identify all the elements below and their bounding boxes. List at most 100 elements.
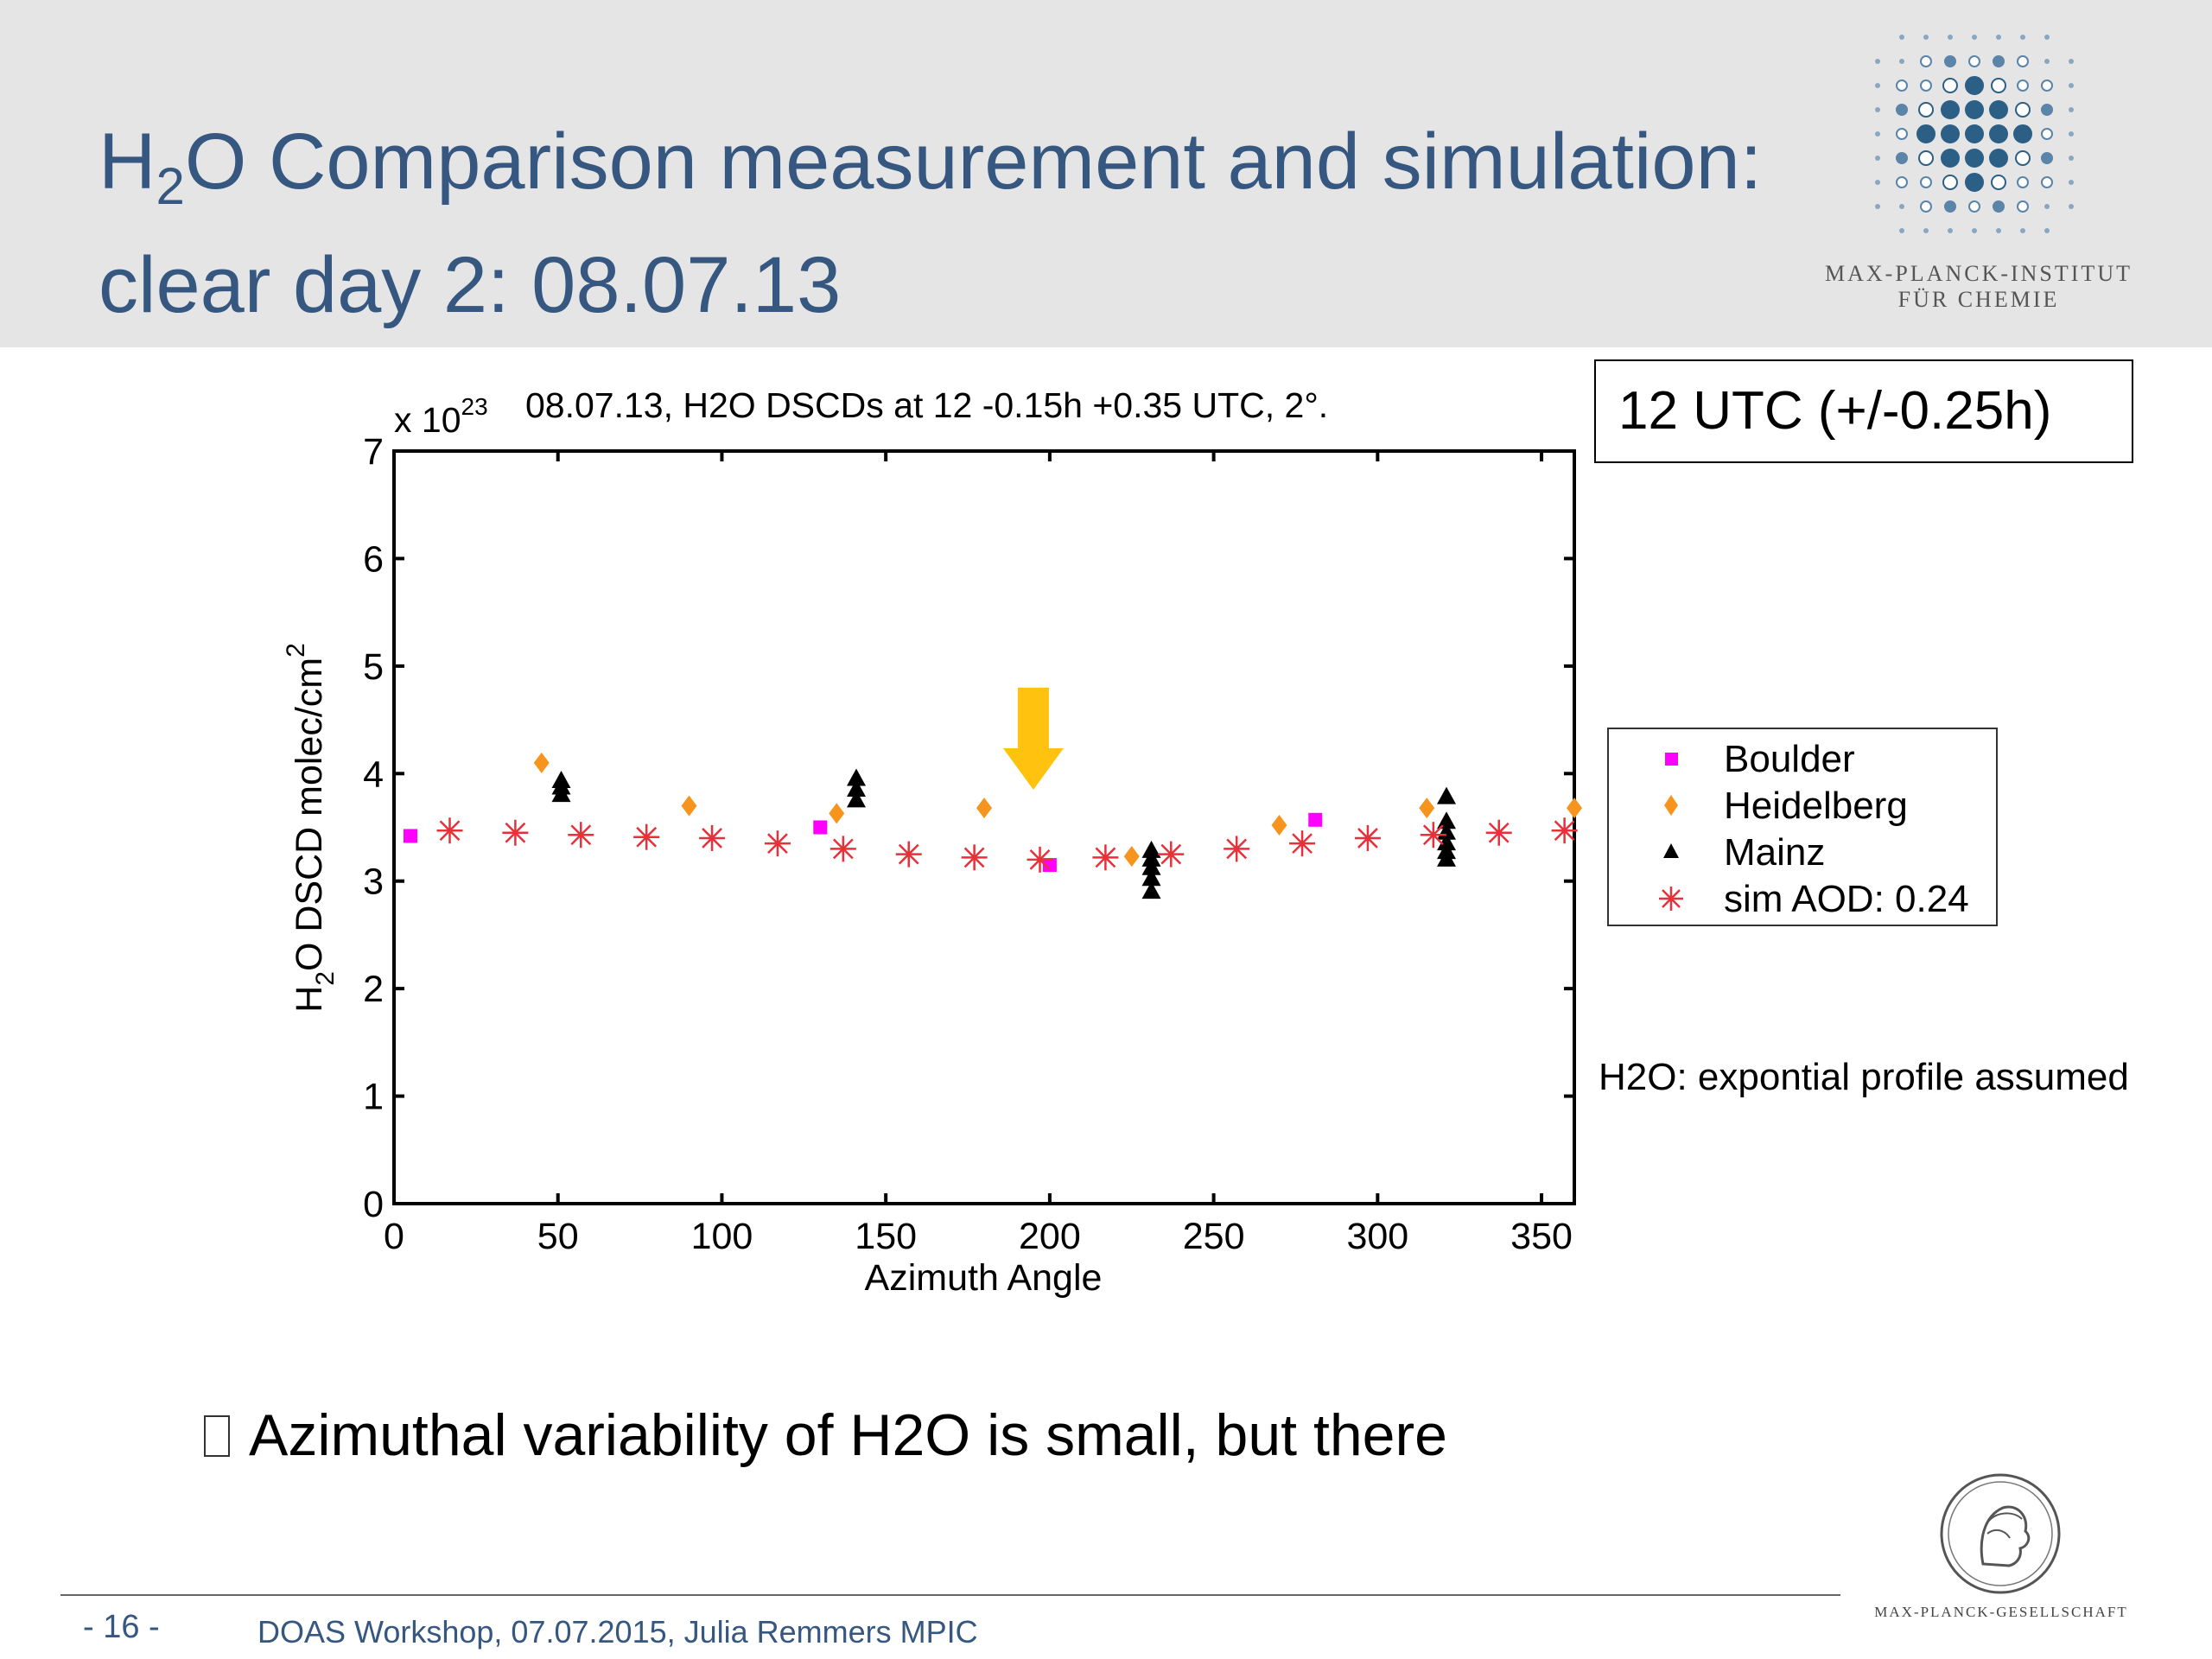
logo-dot bbox=[1875, 59, 1880, 64]
minerva-seal-icon bbox=[1940, 1473, 2061, 1594]
sim-point bbox=[1485, 819, 1512, 846]
logo-dot bbox=[2020, 35, 2025, 40]
x-tick-label: 50 bbox=[537, 1216, 579, 1257]
heidelberg-point bbox=[976, 798, 992, 819]
legend-label: sim AOD: 0.24 bbox=[1724, 878, 1969, 920]
series-mainz bbox=[551, 768, 1457, 899]
chart-title: 08.07.13, H2O DSCDs at 12 -0.15h +0.35 U… bbox=[525, 385, 1328, 425]
title-line-2: clear day 2: 08.07.13 bbox=[99, 241, 842, 329]
logo-dot bbox=[1875, 131, 1880, 137]
legend-item-sim: sim AOD: 0.24 bbox=[1609, 878, 1998, 925]
heidelberg-point bbox=[1567, 798, 1582, 819]
logo-dot bbox=[1991, 175, 2006, 190]
plot-frame bbox=[392, 449, 1576, 1205]
logo-dot bbox=[2013, 124, 2032, 143]
logo-dot bbox=[1875, 204, 1880, 209]
logo-dot bbox=[1918, 102, 1934, 118]
logo-dot bbox=[1896, 176, 1908, 188]
logo-dot bbox=[1875, 83, 1880, 88]
logo-dot bbox=[2041, 152, 2053, 164]
logo-dot bbox=[1965, 173, 1984, 192]
sim-point bbox=[1092, 844, 1119, 871]
logo-dot bbox=[1920, 79, 1932, 92]
logo-dot bbox=[1948, 35, 1953, 40]
sim-point bbox=[699, 824, 726, 851]
series-sim-aod-0-24 bbox=[436, 817, 1578, 873]
logo-dot bbox=[1899, 35, 1904, 40]
mainz-point bbox=[1437, 786, 1457, 804]
y-tick-label: 3 bbox=[363, 861, 384, 903]
logo-dot bbox=[1993, 200, 2005, 213]
utc-time-box: 12 UTC (+/-0.25h) bbox=[1594, 359, 2133, 463]
logo-dot bbox=[2069, 107, 2074, 112]
logo-dot bbox=[2015, 102, 2031, 118]
footer-caption: DOAS Workshop, 07.07.2015, Julia Remmers… bbox=[257, 1614, 978, 1649]
logo-dot bbox=[1875, 180, 1880, 185]
logo-dot bbox=[1965, 124, 1984, 143]
logo-dot bbox=[2069, 83, 2074, 88]
sim-point bbox=[1289, 830, 1316, 857]
logo-dot bbox=[1965, 149, 1984, 168]
sim-point bbox=[895, 841, 922, 868]
sim-point bbox=[502, 819, 529, 846]
x-tick-label: 250 bbox=[1183, 1216, 1245, 1257]
logo-dot bbox=[1923, 35, 1929, 40]
footer-divider bbox=[60, 1594, 1840, 1596]
mainz-point bbox=[1141, 881, 1161, 899]
title-rest: O Comparison measurement and simulation: bbox=[184, 118, 1763, 206]
mainz-point bbox=[1141, 840, 1161, 858]
logo-dot bbox=[1899, 59, 1904, 64]
legend-item-mainz: Mainz bbox=[1609, 831, 1998, 878]
logo-dot bbox=[1996, 228, 2001, 233]
logo-dot bbox=[1989, 149, 2008, 168]
logo-dot bbox=[1989, 124, 2008, 143]
logo-dot bbox=[1896, 79, 1908, 92]
sim-point bbox=[764, 830, 791, 857]
institute-line-2: FÜR CHEMIE bbox=[1897, 287, 2060, 312]
profile-note: H2O: expontial profile assumed bbox=[1599, 1056, 2129, 1098]
asterisk-marker-icon bbox=[1659, 887, 1683, 911]
logo-dot bbox=[1942, 175, 1958, 190]
logo-dot bbox=[2044, 35, 2050, 40]
bullet-point: Azimuthal variability of H2O is small, b… bbox=[204, 1402, 1447, 1469]
y-scale-multiplier: x 1023 bbox=[394, 393, 488, 440]
boulder-point bbox=[403, 829, 417, 843]
logo-dot bbox=[1920, 200, 1932, 213]
logo-dot bbox=[2069, 204, 2074, 209]
heidelberg-point bbox=[1123, 846, 1140, 868]
legend-label: Heidelberg bbox=[1724, 785, 1908, 827]
logo-dot bbox=[1965, 76, 1984, 95]
institute-line-1: MAX-PLANCK-INSTITUT bbox=[1825, 261, 2133, 286]
boulder-point bbox=[1308, 812, 1323, 827]
mainz-point bbox=[1141, 868, 1161, 887]
sim-point bbox=[436, 817, 463, 844]
logo-dot bbox=[2069, 59, 2074, 64]
boulder-point bbox=[813, 820, 828, 835]
bullet-text: Azimuthal variability of H2O is small, b… bbox=[249, 1402, 1447, 1468]
sim-point bbox=[1420, 822, 1446, 849]
x-axis-label: Azimuth Angle bbox=[865, 1257, 1103, 1299]
logo-dot bbox=[2041, 128, 2053, 140]
series-heidelberg bbox=[533, 752, 1582, 868]
y-tick-label: 2 bbox=[363, 969, 384, 1010]
logo-dot bbox=[1875, 156, 1880, 161]
sim-point bbox=[1158, 841, 1185, 868]
square-marker-icon bbox=[1665, 753, 1678, 766]
logo-dot bbox=[1916, 124, 1936, 143]
plot-area bbox=[392, 449, 1576, 1205]
logo-dot bbox=[1965, 100, 1984, 119]
logo-dot bbox=[1896, 128, 1908, 140]
logo-dot bbox=[1944, 55, 1956, 67]
x-tick-label: 300 bbox=[1346, 1216, 1408, 1257]
series-boulder bbox=[403, 812, 1323, 873]
diamond-marker-icon bbox=[1664, 795, 1678, 816]
heidelberg-point bbox=[533, 752, 550, 773]
society-name: MAX-PLANCK-GESELLSCHAFT bbox=[1874, 1604, 2128, 1620]
heidelberg-point bbox=[1419, 798, 1435, 819]
sim-point bbox=[633, 823, 660, 850]
logo-dot bbox=[2015, 150, 2031, 166]
logo-dot bbox=[2044, 228, 2050, 233]
sim-point bbox=[1354, 824, 1381, 851]
heidelberg-point bbox=[681, 795, 697, 817]
logo-dot bbox=[1923, 228, 1929, 233]
